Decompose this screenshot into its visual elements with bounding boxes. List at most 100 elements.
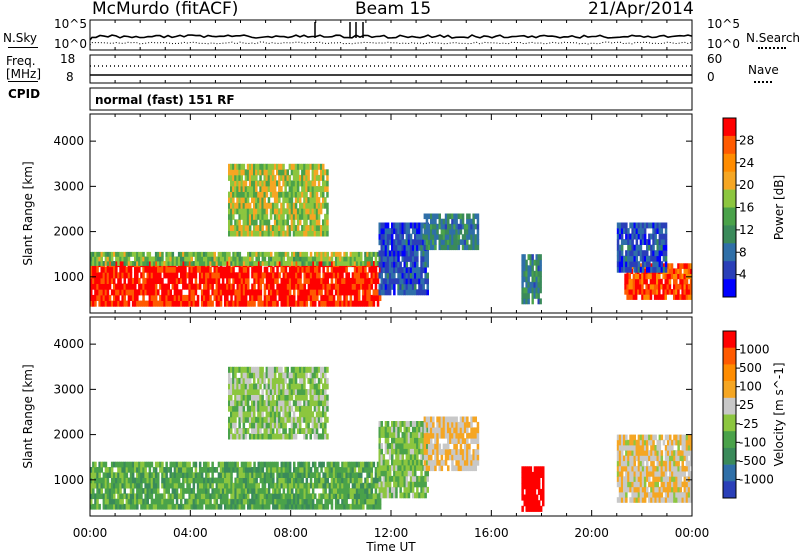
heatmap-cell [196, 482, 200, 489]
heatmap-cell [171, 294, 175, 301]
heatmap-cell [234, 493, 237, 500]
heatmap-cell [337, 289, 340, 296]
heatmap-cell [671, 471, 674, 477]
heatmap-cell [409, 278, 413, 285]
heatmap-cell [92, 477, 95, 484]
heatmap-cell [339, 482, 342, 489]
heatmap-cell [196, 498, 200, 505]
heatmap-cell [360, 251, 363, 257]
heatmap-cell [301, 208, 304, 215]
heatmap-cell [474, 234, 477, 240]
heatmap-cell [403, 272, 406, 279]
heatmap-cell [311, 230, 315, 237]
heatmap-cell [420, 443, 423, 449]
heatmap-cell [182, 488, 185, 494]
heatmap-cell [182, 261, 185, 268]
heatmap-cell [416, 228, 419, 235]
heatmap-cell [440, 223, 444, 230]
heatmap-cell [240, 225, 243, 231]
heatmap-cell [161, 477, 164, 484]
heatmap-cell [274, 251, 277, 257]
heatmap-cell [213, 294, 216, 301]
heatmap-cell [104, 261, 108, 266]
heatmap-cell [461, 234, 465, 240]
heatmap-cell [173, 461, 177, 468]
heatmap-cell [529, 265, 532, 272]
heatmap-cell [451, 438, 454, 444]
heatmap-cell [324, 300, 327, 307]
heatmap-cell [432, 465, 435, 472]
heatmap-cell [533, 500, 537, 507]
heatmap-cell [397, 289, 400, 296]
heatmap-cell [660, 222, 664, 229]
heatmap-cell [123, 289, 126, 296]
heatmap-cell [382, 244, 386, 251]
heatmap-cell [660, 481, 664, 488]
heatmap-cell [637, 445, 641, 451]
heatmap-cell [656, 250, 659, 257]
heatmap-cell [205, 277, 208, 284]
heatmap-cell [395, 239, 398, 246]
heatmap-cell [391, 228, 394, 235]
heatmap-cell [679, 497, 682, 503]
heatmap-cell [100, 477, 103, 484]
heatmap-cell [232, 277, 235, 284]
heatmap-cell [211, 289, 214, 296]
heatmap-cell [230, 261, 233, 266]
heatmap-cell [253, 197, 256, 204]
heatmap-cell [629, 239, 632, 245]
heatmap-cell [328, 294, 332, 301]
heatmap-cell [301, 503, 304, 510]
heatmap-cell [330, 467, 334, 473]
heatmap-cell [366, 503, 369, 510]
heatmap-cell [384, 421, 388, 427]
heatmap-cell [180, 251, 183, 257]
heatmap-cell [632, 283, 636, 290]
heatmap-cell [616, 228, 620, 234]
heatmap-cell [627, 439, 630, 446]
heatmap-cell [378, 454, 381, 460]
heatmap-cell [213, 498, 216, 505]
heatmap-cell [660, 239, 664, 245]
heatmap-cell [666, 434, 670, 441]
heatmap-cell [236, 272, 239, 279]
heatmap-cell [228, 377, 231, 384]
heatmap-cell [117, 294, 120, 301]
heatmap-cell [221, 461, 225, 468]
heatmap-cell [242, 191, 246, 198]
heatmap-cell [687, 481, 691, 488]
heatmap-cell [656, 239, 659, 245]
heatmap-cell [418, 421, 421, 427]
heatmap-cell [648, 222, 651, 229]
heatmap-cell [152, 300, 156, 307]
heatmap-cell [251, 169, 254, 176]
heatmap-cell [165, 488, 168, 494]
heatmap-cell [444, 244, 448, 251]
heatmap-cell [282, 467, 286, 473]
heatmap-cell [523, 254, 526, 261]
heatmap-cell [527, 287, 530, 294]
heatmap-cell [119, 467, 122, 473]
heatmap-cell [405, 454, 409, 460]
heatmap-cell [196, 251, 200, 257]
heatmap-cell [401, 228, 404, 235]
heatmap-cell [403, 222, 406, 229]
heatmap-cell [190, 261, 193, 266]
heatmap-cell [215, 256, 219, 262]
heatmap-cell [353, 467, 357, 473]
heatmap-cell [395, 454, 398, 460]
heatmap-cell [364, 272, 367, 279]
heatmap-cell [186, 256, 189, 262]
heatmap-cell [426, 283, 429, 290]
heatmap-cell [401, 448, 404, 455]
heatmap-cell [94, 498, 97, 505]
heatmap-cell [293, 266, 296, 273]
heatmap-cell [673, 481, 676, 488]
heatmap-cell [440, 421, 444, 428]
heatmap-cell [267, 163, 271, 170]
heatmap-cell [341, 503, 344, 510]
heatmap-cell [140, 488, 143, 494]
heatmap-cell [372, 461, 376, 468]
heatmap-cell [272, 467, 275, 473]
heatmap-cell [397, 459, 400, 466]
